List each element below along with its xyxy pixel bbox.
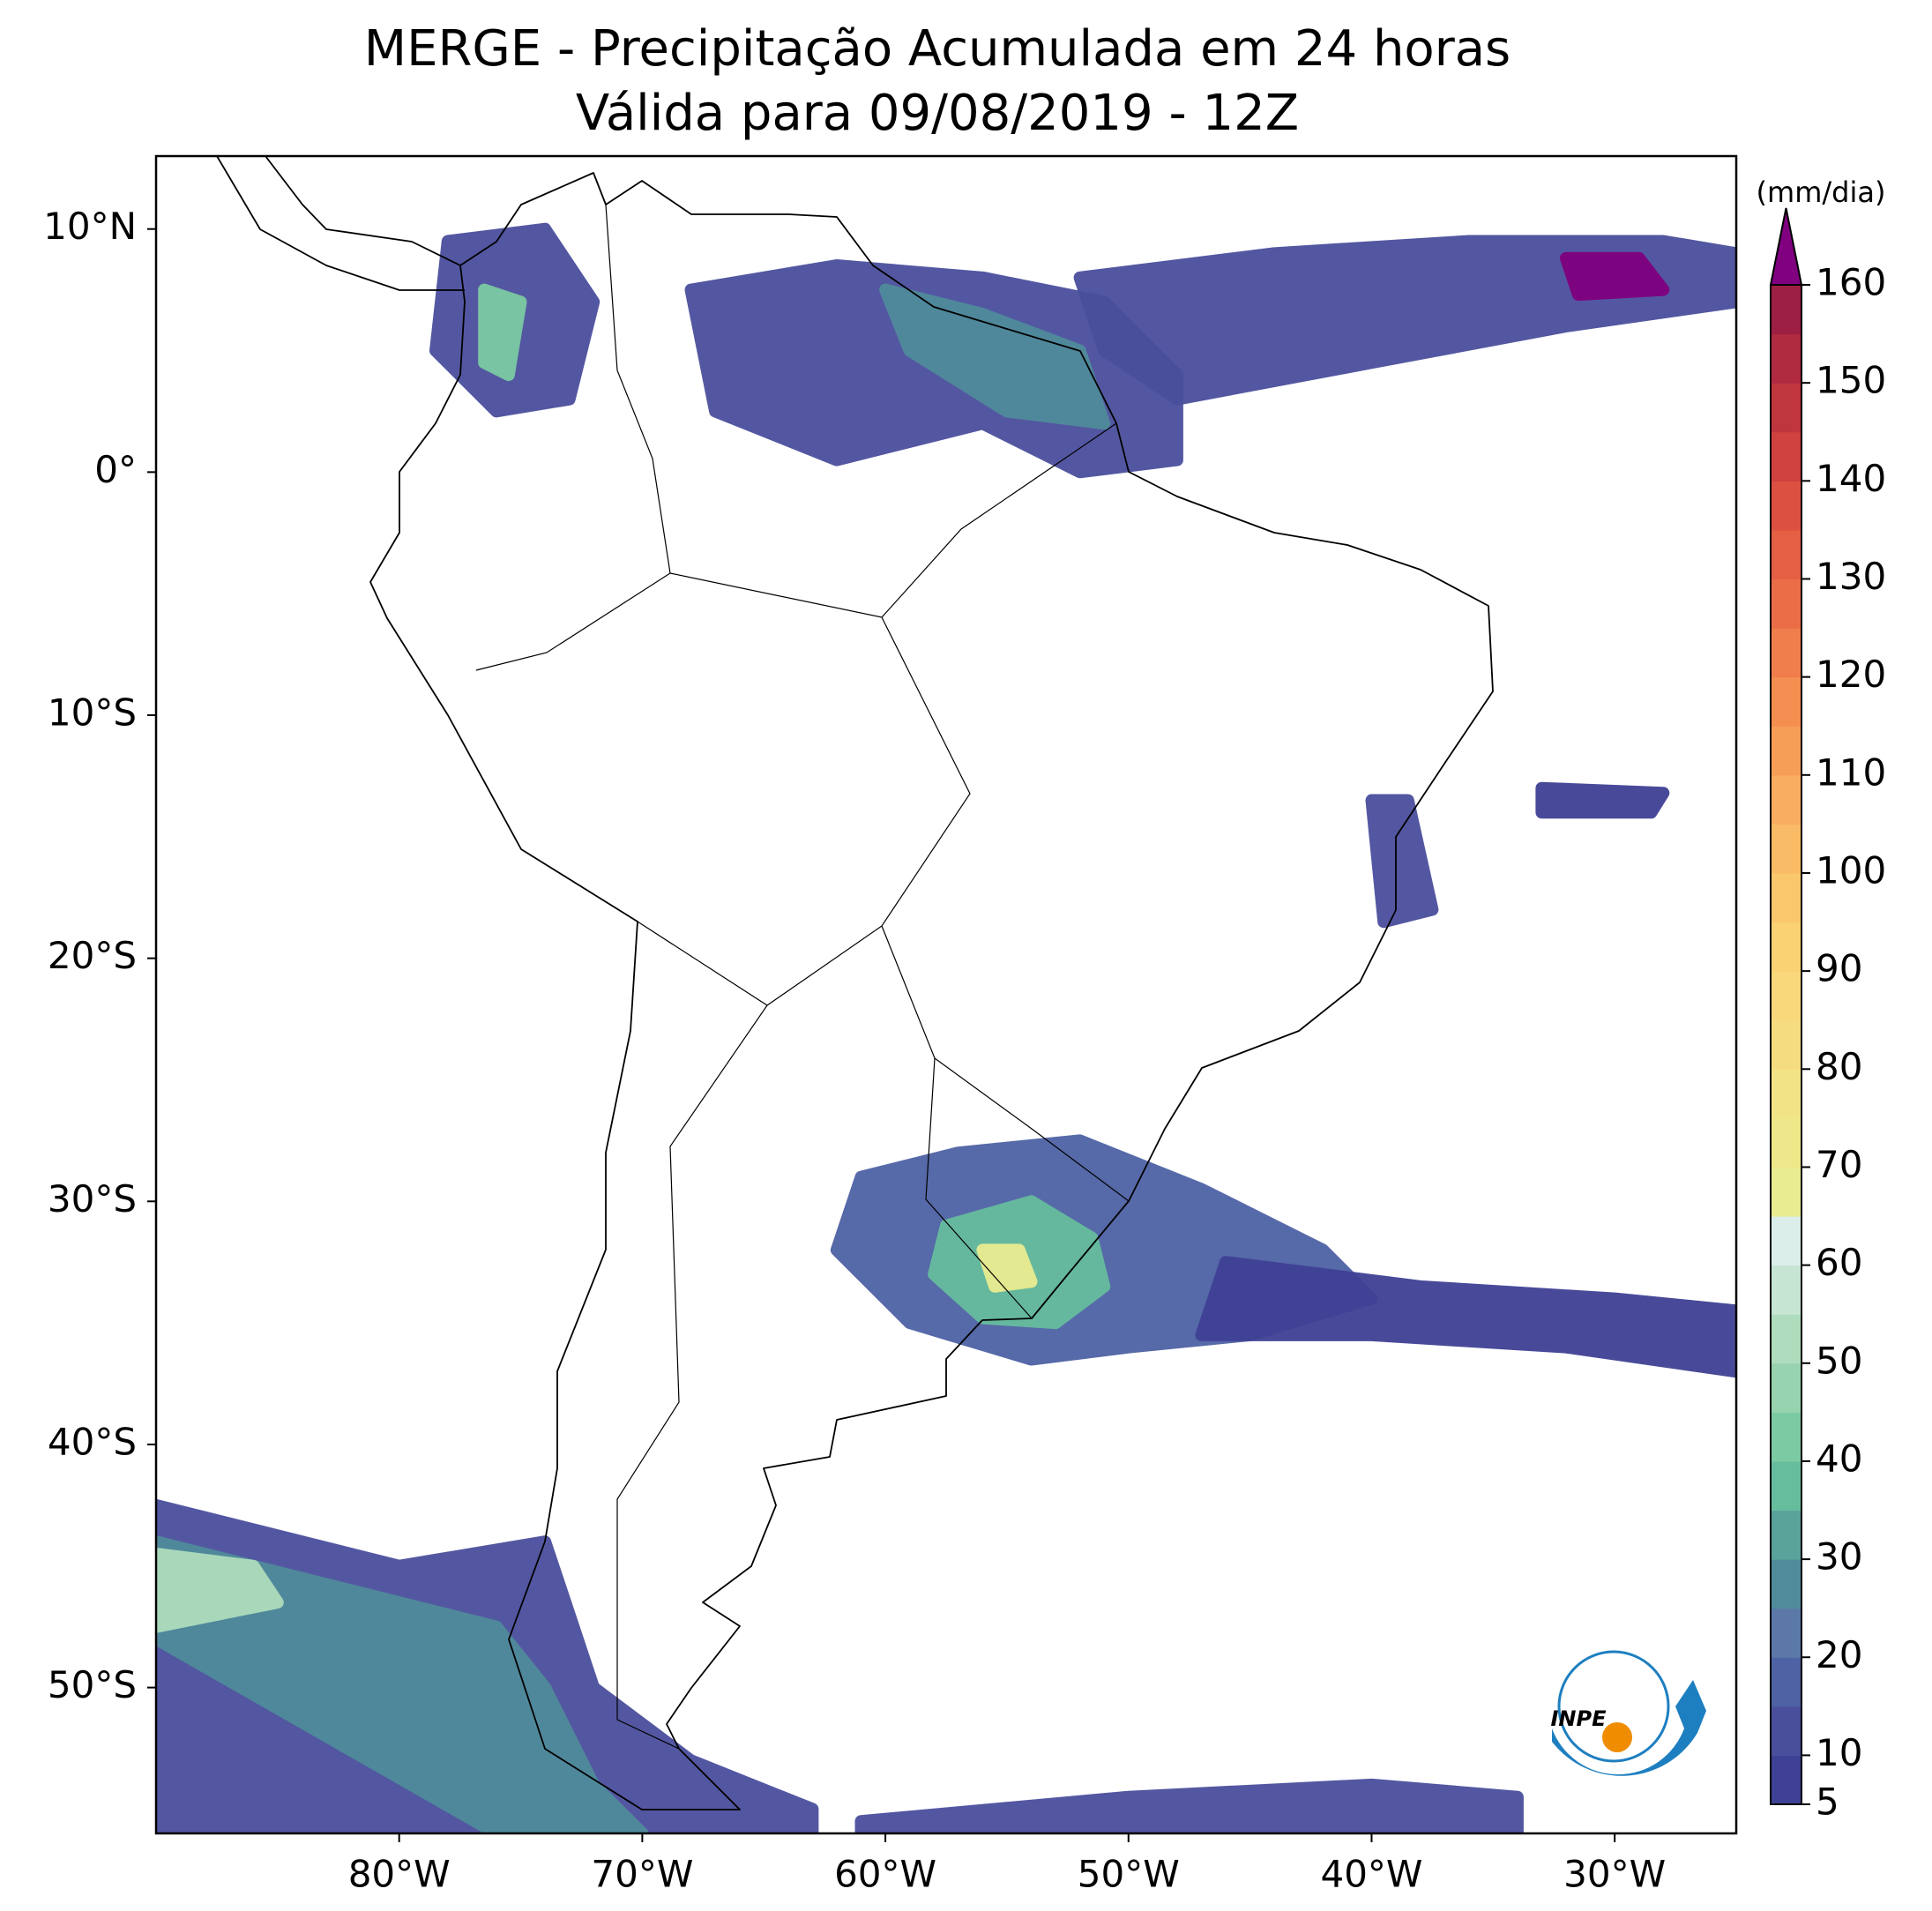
- x-tick-label: 60°W: [834, 1853, 936, 1896]
- y-tick-label: 10°N: [43, 205, 137, 248]
- logo-dot: [1602, 1722, 1632, 1752]
- rain-area: [156, 1548, 284, 1633]
- south-america-coast: [369, 172, 1494, 1810]
- map-frame: [154, 154, 1738, 1835]
- x-tick-label: 80°W: [348, 1853, 451, 1896]
- colorbar-band: [1771, 1559, 1801, 1609]
- colorbar-band: [1771, 726, 1801, 776]
- rain-area: [1365, 794, 1439, 929]
- colorbar-band: [1771, 1657, 1801, 1707]
- colorbar-tick-label: 5: [1816, 1780, 1839, 1824]
- colorbar-band: [1771, 1167, 1801, 1217]
- chart-subtitle: Válida para 09/08/2019 - 12Z: [576, 85, 1299, 142]
- x-tick-label: 70°W: [591, 1853, 693, 1896]
- colorbar-band: [1771, 481, 1801, 531]
- rain-area: [854, 1778, 1524, 1833]
- colorbar-band: [1771, 529, 1801, 580]
- rain-area: [1560, 251, 1670, 302]
- y-tick-label: 30°S: [48, 1177, 137, 1221]
- colorbar-tick-label: 120: [1816, 653, 1886, 696]
- colorbar-band: [1771, 922, 1801, 972]
- colorbar-band: [1771, 872, 1801, 923]
- colorbar-tick-label: 110: [1816, 750, 1886, 794]
- colorbar-band: [1771, 774, 1801, 825]
- colorbar-label: (mm/dia): [1757, 175, 1886, 209]
- colorbar-tick-label: 100: [1816, 848, 1886, 892]
- y-tick-label: 10°S: [48, 691, 137, 735]
- colorbar-band: [1771, 1362, 1801, 1413]
- colorbar-band: [1771, 431, 1801, 481]
- y-tick-label: 50°S: [48, 1663, 137, 1706]
- colorbar-outline: [1770, 285, 1802, 1805]
- colorbar-band: [1771, 1314, 1801, 1364]
- colorbar-band: [1771, 971, 1801, 1021]
- x-tick-label: 50°W: [1078, 1853, 1180, 1896]
- colorbar-tick-label: 60: [1816, 1241, 1862, 1284]
- coastline: [216, 156, 1494, 1810]
- colorbar-band: [1771, 1412, 1801, 1462]
- colorbar-band: [1771, 1510, 1801, 1560]
- colorbar-band: [1771, 1216, 1801, 1266]
- colorbar-tick-label: 50: [1816, 1339, 1862, 1382]
- colorbar-tick-label: 80: [1816, 1045, 1862, 1088]
- colorbar-tick-label: 150: [1816, 359, 1886, 402]
- colorbar-tick-label: 130: [1816, 555, 1886, 598]
- rain-area: [478, 283, 527, 382]
- colorbar-band: [1771, 383, 1801, 433]
- rain-area: [1535, 781, 1670, 819]
- colorbar-band: [1771, 824, 1801, 874]
- colorbar-tick-label: 70: [1816, 1143, 1862, 1186]
- colorbar-band: [1771, 285, 1801, 335]
- colorbar-tick-label: 160: [1816, 261, 1886, 304]
- colorbar-extend: [1769, 207, 1803, 286]
- logo-text: INPE: [1551, 1706, 1608, 1731]
- inpe-logo: INPE: [1551, 1650, 1706, 1776]
- colorbar-band: [1771, 1069, 1801, 1119]
- rain-area: [879, 283, 1111, 430]
- colorbar-band: [1771, 1117, 1801, 1168]
- colorbar-band: [1771, 1706, 1801, 1757]
- colorbar-band: [1771, 1755, 1801, 1805]
- logo-arrow: [1552, 1680, 1706, 1776]
- colorbar-band: [1771, 1608, 1801, 1658]
- colorbar-band: [1771, 628, 1801, 678]
- rain-area: [976, 1243, 1038, 1293]
- central-america-coast: [216, 156, 465, 291]
- colorbar-tick-label: 30: [1816, 1535, 1862, 1579]
- y-tick-label: 20°S: [48, 934, 137, 977]
- x-tick-label: 30°W: [1563, 1853, 1666, 1896]
- colorbar-band: [1771, 1265, 1801, 1315]
- precipitation-layer: [156, 222, 1736, 1833]
- colorbar-band: [1771, 676, 1801, 727]
- colorbar-band: [1771, 579, 1801, 629]
- logo-ring: [1557, 1650, 1670, 1763]
- rain-area: [156, 1535, 649, 1833]
- colorbar: 5 10 20 30 40 50 60 70 80 90 100 110 120 130 140 150 160: [1769, 207, 1886, 1824]
- x-tick-label: 40°W: [1320, 1853, 1422, 1896]
- y-tick-label: 40°S: [48, 1420, 137, 1463]
- colorbar-band: [1771, 333, 1801, 384]
- colorbar-band: [1771, 1019, 1801, 1070]
- colorbar-tick-label: 140: [1816, 457, 1886, 500]
- colorbar-tick-label: 10: [1816, 1731, 1862, 1774]
- colorbar-band: [1771, 1460, 1801, 1512]
- colorbar-tick-label: 40: [1816, 1437, 1862, 1480]
- colorbar-tick-label: 90: [1816, 947, 1862, 990]
- colorbar-tick-label: 20: [1816, 1633, 1862, 1676]
- chart-title: MERGE - Precipitação Acumulada em 24 hor…: [364, 20, 1511, 78]
- rain-area: [1195, 1256, 1736, 1378]
- y-tick-label: 0°: [94, 448, 137, 491]
- borders: [475, 204, 1130, 1750]
